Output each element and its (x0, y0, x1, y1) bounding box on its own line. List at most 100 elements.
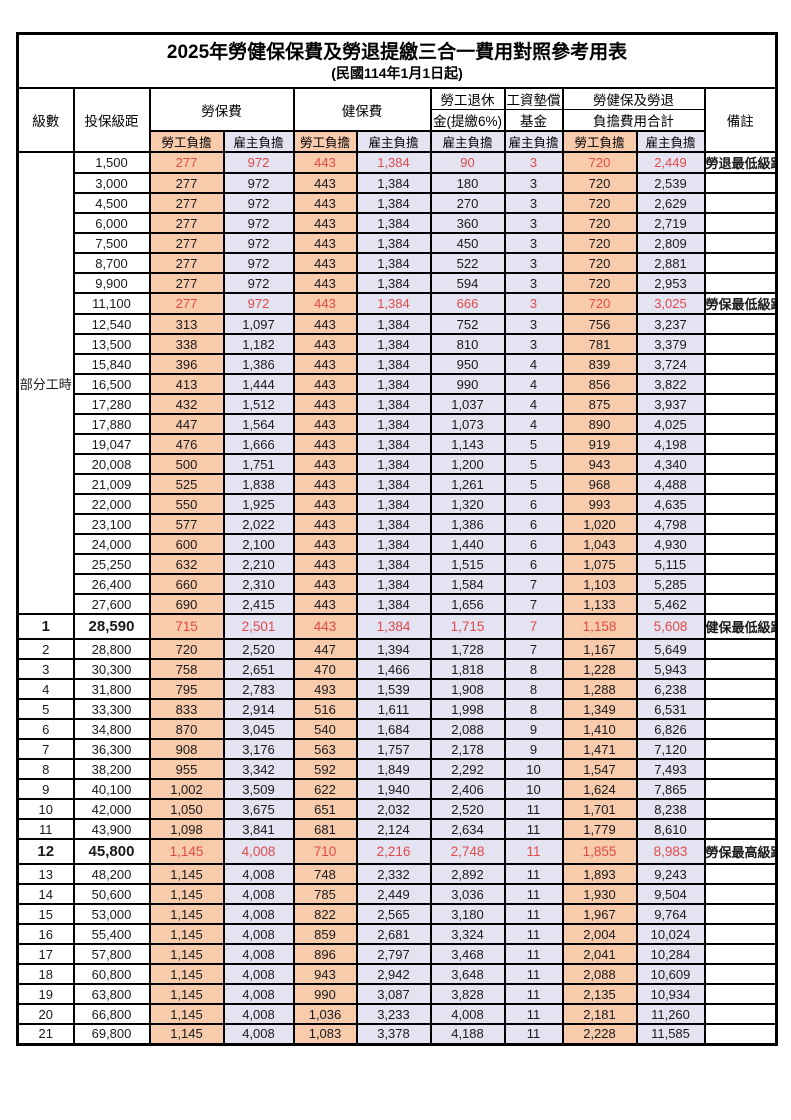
wagefund-employer-cell: 7 (503, 573, 564, 595)
table-row: 19,047 476 1,666 443 1,384 1,143 5 919 4,198 (18, 433, 778, 455)
table-row: 部分工時 1,500 277 972 443 1,384 90 3 720 2,449 勞退最低級距 (16, 151, 778, 615)
health-employer-cell: 1,384 (355, 333, 432, 355)
wagefund-employer-cell: 9 (503, 738, 564, 760)
wagefund-employer-cell: 3 (503, 192, 564, 214)
labor-employee-cell: 660 (148, 573, 225, 595)
remark-cell (703, 373, 778, 395)
total-employer-cell: 5,115 (635, 553, 706, 575)
total-employer-cell: 4,025 (635, 413, 706, 435)
remark-cell (703, 393, 778, 415)
level-cell: 16 (16, 923, 75, 945)
total-employer-cell: 3,025 (635, 292, 706, 315)
header-wage-fund-line1: 工資墊償 (503, 87, 564, 110)
level-cell: 11 (16, 818, 75, 840)
total-employer-cell: 3,822 (635, 373, 706, 395)
labor-employer-cell: 2,501 (222, 613, 295, 640)
level-cell: 3 (16, 658, 75, 680)
insured-bracket-cell: 24,000 (72, 533, 151, 555)
remark-cell (703, 573, 778, 595)
header-bracket: 投保級距 (72, 87, 151, 153)
insured-bracket-cell: 1,500 (72, 151, 151, 174)
health-employer-cell: 1,384 (355, 353, 432, 375)
total-employer-cell: 9,504 (635, 883, 706, 905)
remark-cell: 勞保最高級距 (703, 838, 778, 865)
insured-bracket-cell: 22,000 (72, 493, 151, 515)
labor-employer-cell: 1,386 (222, 353, 295, 375)
labor-employer-cell: 2,210 (222, 553, 295, 575)
wagefund-employer-cell: 3 (503, 313, 564, 335)
wagefund-employer-cell: 6 (503, 493, 564, 515)
pension-employer-cell: 1,386 (429, 513, 506, 535)
remark-cell (703, 473, 778, 495)
labor-employer-cell: 4,008 (222, 863, 295, 885)
table-row: 9 40,100 1,002 3,509 622 1,940 2,406 10 1,624 7,8… (16, 778, 778, 800)
labor-employee-cell: 795 (148, 678, 225, 700)
labor-employee-cell: 313 (148, 313, 225, 335)
health-employee-cell: 592 (292, 758, 358, 780)
health-employer-cell: 1,384 (355, 212, 432, 234)
total-employee-cell: 993 (561, 493, 638, 515)
total-employee-cell: 1,855 (561, 838, 638, 865)
total-employer-cell: 4,198 (635, 433, 706, 455)
remark-cell (703, 718, 778, 740)
total-employer-cell: 4,930 (635, 533, 706, 555)
insured-bracket-cell: 50,600 (72, 883, 151, 905)
labor-employee-cell: 338 (148, 333, 225, 355)
health-employee-cell: 443 (292, 413, 358, 435)
labor-employer-cell: 972 (222, 272, 295, 294)
remark-cell (703, 533, 778, 555)
health-employee-cell: 748 (292, 863, 358, 885)
total-employer-cell: 3,379 (635, 333, 706, 355)
wagefund-employer-cell: 11 (503, 1003, 564, 1025)
health-employee-cell: 443 (292, 212, 358, 234)
health-employee-cell: 1,036 (292, 1003, 358, 1025)
table-row: 17,880 447 1,564 443 1,384 1,073 4 890 4,025 (18, 413, 778, 435)
total-employer-cell: 8,238 (635, 798, 706, 820)
table-row: 17 57,800 1,145 4,008 896 2,797 3,468 11 2,041 10… (16, 943, 778, 965)
labor-employer-cell: 2,520 (222, 638, 295, 660)
remark-cell (703, 883, 778, 905)
remark-cell (703, 513, 778, 535)
pension-employer-cell: 450 (429, 232, 506, 254)
insured-bracket-cell: 43,900 (72, 818, 151, 840)
pension-employer-cell: 990 (429, 373, 506, 395)
wagefund-employer-cell: 6 (503, 553, 564, 575)
labor-employee-cell: 550 (148, 493, 225, 515)
spreadsheet-page: 2025年勞健保保費及勞退提繳三合一費用對照參考用表 (民國114年1月1日起)… (16, 32, 779, 1046)
wagefund-employer-cell: 3 (503, 333, 564, 355)
labor-employee-cell: 1,145 (148, 1023, 225, 1045)
total-employee-cell: 890 (561, 413, 638, 435)
insured-bracket-cell: 23,100 (72, 513, 151, 535)
remark-cell (703, 778, 778, 800)
labor-employer-cell: 4,008 (222, 963, 295, 985)
total-employer-cell: 11,260 (635, 1003, 706, 1025)
pension-employer-cell: 3,324 (429, 923, 506, 945)
pension-employer-cell: 3,648 (429, 963, 506, 985)
wagefund-employer-cell: 8 (503, 658, 564, 680)
remark-cell (703, 638, 778, 660)
insured-bracket-cell: 69,800 (72, 1023, 151, 1045)
labor-employee-cell: 908 (148, 738, 225, 760)
remark-cell (703, 192, 778, 214)
total-employee-cell: 1,075 (561, 553, 638, 575)
total-employee-cell: 1,967 (561, 903, 638, 925)
table-row: 14 50,600 1,145 4,008 785 2,449 3,036 11 1,930 9,… (16, 883, 778, 905)
pension-employer-cell: 180 (429, 172, 506, 194)
labor-employer-cell: 2,914 (222, 698, 295, 720)
total-employee-cell: 1,779 (561, 818, 638, 840)
table-row: 15 53,000 1,145 4,008 822 2,565 3,180 11 1,967 9,… (16, 903, 778, 925)
total-employee-cell: 875 (561, 393, 638, 415)
total-employee-cell: 1,133 (561, 593, 638, 615)
health-employer-cell: 1,384 (355, 553, 432, 575)
health-employer-cell: 1,849 (355, 758, 432, 780)
labor-employer-cell: 1,925 (222, 493, 295, 515)
table-row: 12 45,800 1,145 4,008 710 2,216 2,748 11 1,855 8,… (16, 838, 778, 865)
table-row: 3 30,300 758 2,651 470 1,466 1,818 8 1,228 5,943 (16, 658, 778, 680)
health-employer-cell: 1,384 (355, 513, 432, 535)
wagefund-employer-cell: 5 (503, 473, 564, 495)
labor-employee-cell: 577 (148, 513, 225, 535)
health-employer-cell: 1,384 (355, 252, 432, 274)
pension-employer-cell: 810 (429, 333, 506, 355)
remark-cell (703, 863, 778, 885)
insured-bracket-cell: 20,008 (72, 453, 151, 475)
